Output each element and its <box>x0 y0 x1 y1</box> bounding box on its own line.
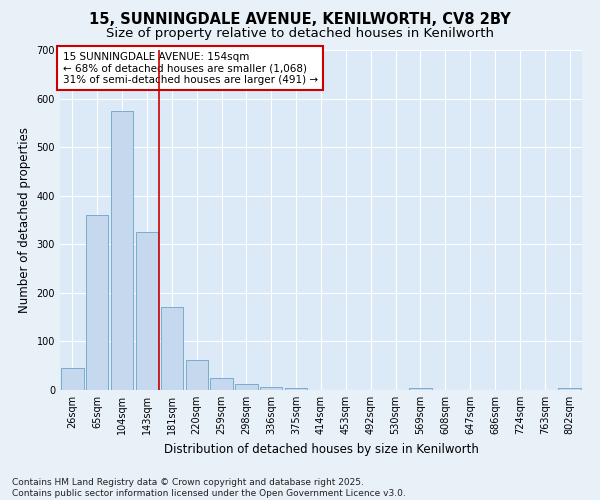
X-axis label: Distribution of detached houses by size in Kenilworth: Distribution of detached houses by size … <box>164 442 478 456</box>
Text: Size of property relative to detached houses in Kenilworth: Size of property relative to detached ho… <box>106 28 494 40</box>
Bar <box>136 232 158 390</box>
Bar <box>285 388 307 390</box>
Bar <box>86 215 109 390</box>
Bar <box>211 378 233 390</box>
Bar <box>235 384 257 390</box>
Y-axis label: Number of detached properties: Number of detached properties <box>18 127 31 313</box>
Text: 15 SUNNINGDALE AVENUE: 154sqm
← 68% of detached houses are smaller (1,068)
31% o: 15 SUNNINGDALE AVENUE: 154sqm ← 68% of d… <box>62 52 318 85</box>
Bar <box>185 360 208 390</box>
Text: 15, SUNNINGDALE AVENUE, KENILWORTH, CV8 2BY: 15, SUNNINGDALE AVENUE, KENILWORTH, CV8 … <box>89 12 511 28</box>
Bar <box>260 386 283 390</box>
Bar <box>409 388 431 390</box>
Bar <box>559 388 581 390</box>
Bar <box>61 368 83 390</box>
Bar <box>161 308 183 390</box>
Text: Contains HM Land Registry data © Crown copyright and database right 2025.
Contai: Contains HM Land Registry data © Crown c… <box>12 478 406 498</box>
Bar <box>111 110 133 390</box>
